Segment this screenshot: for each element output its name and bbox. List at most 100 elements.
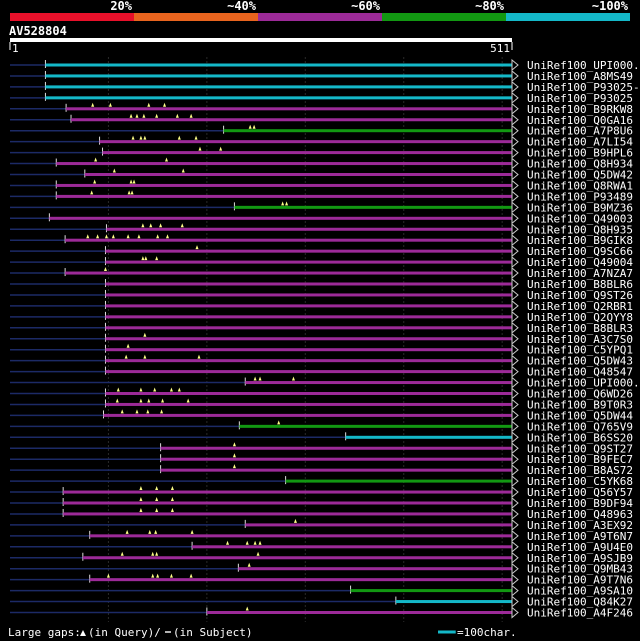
hit-row[interactable]: UniRef100_A3EX92 <box>10 518 633 532</box>
hit-row[interactable]: UniRef100_Q49004 <box>10 256 633 269</box>
hit-name-label[interactable]: UniRef100_A9T7N6 <box>527 574 633 587</box>
hit-row[interactable]: UniRef100_B9DF94 <box>10 496 633 510</box>
hit-row[interactable]: UniRef100_Q765V9 <box>10 420 633 433</box>
hit-row[interactable]: UniRef100_C5YK68 <box>10 475 633 488</box>
hit-name-label[interactable]: UniRef100_Q9SC66 <box>527 245 633 258</box>
hit-name-label[interactable]: UniRef100_B9T0R3 <box>527 398 633 411</box>
hit-row[interactable]: UniRef100_B8AS72 <box>10 464 633 477</box>
hit-name-label[interactable]: UniRef100_Q9ST26 <box>527 289 633 302</box>
hit-name-label[interactable]: UniRef100_A7P8U6 <box>527 125 633 138</box>
hit-name-label[interactable]: UniRef100_A3EX92 <box>527 519 633 532</box>
hit-name-label[interactable]: UniRef100_B8AS72 <box>527 464 633 477</box>
hit-name-label[interactable]: UniRef100_Q8H935 <box>527 223 633 236</box>
hit-name-label[interactable]: UniRef100_A3C7S0 <box>527 333 633 346</box>
hit-name-label[interactable]: UniRef100_B9FEC7 <box>527 453 633 466</box>
hit-row[interactable]: UniRef100_UPI000.. <box>10 58 640 72</box>
hit-name-label[interactable]: UniRef100_B9HPL6 <box>527 147 633 160</box>
hit-row[interactable]: UniRef100_A7P8U6 <box>10 124 633 138</box>
hit-name-label[interactable]: UniRef100_Q56Y57 <box>527 486 633 499</box>
hit-row[interactable]: UniRef100_P93489 <box>10 190 633 203</box>
hit-row[interactable]: UniRef100_A9SJB9 <box>10 551 633 565</box>
hit-name-label[interactable]: UniRef100_A9SA10 <box>527 585 633 598</box>
hit-name-label[interactable]: UniRef100_B9RKW8 <box>527 103 633 116</box>
hit-row[interactable]: UniRef100_Q48547 <box>10 365 633 379</box>
hit-row[interactable]: UniRef100_Q2RBR1 <box>10 299 633 313</box>
hit-row[interactable]: UniRef100_Q0GA16 <box>10 113 633 127</box>
hit-row[interactable]: UniRef100_Q56Y57 <box>10 485 633 499</box>
hit-name-label[interactable]: UniRef100_C5YK68 <box>527 475 633 488</box>
hit-name-label[interactable]: UniRef100_Q9MB43 <box>527 563 633 576</box>
hit-name-label[interactable]: UniRef100_UPI000.. <box>527 377 640 390</box>
hit-row[interactable]: UniRef100_A9T6N7 <box>10 529 633 543</box>
hit-name-label[interactable]: UniRef100_P93025 <box>527 92 633 105</box>
hit-name-label[interactable]: UniRef100_A9T6N7 <box>527 530 633 543</box>
hit-row[interactable]: UniRef100_Q84K27 <box>10 595 633 609</box>
hit-name-label[interactable]: UniRef100_P93025-2 <box>527 81 640 94</box>
hit-row[interactable]: UniRef100_Q9MB43 <box>10 562 633 576</box>
hit-name-label[interactable]: UniRef100_B8BLR3 <box>527 322 633 335</box>
hit-name-label[interactable]: UniRef100_A9U4E0 <box>527 541 633 554</box>
hit-name-label[interactable]: UniRef100_A7NZA7 <box>527 267 633 280</box>
hit-row[interactable]: UniRef100_B9HPL6 <box>10 146 633 160</box>
hit-row[interactable]: UniRef100_Q8H934 <box>10 157 633 171</box>
hit-row[interactable]: UniRef100_Q49003 <box>10 212 633 225</box>
hit-name-label[interactable]: UniRef100_Q9ST27 <box>527 442 633 455</box>
hit-name-label[interactable]: UniRef100_P93489 <box>527 190 633 203</box>
hit-name-label[interactable]: UniRef100_A7LI54 <box>527 136 633 149</box>
hit-row[interactable]: UniRef100_Q5DW44 <box>10 409 633 422</box>
hit-name-label[interactable]: UniRef100_Q48963 <box>527 508 633 521</box>
hit-name-label[interactable]: UniRef100_B9GIK8 <box>527 234 633 247</box>
hit-row[interactable]: UniRef100_Q9ST26 <box>10 288 633 302</box>
hit-row[interactable]: UniRef100_A8MS49 <box>10 69 633 83</box>
hit-name-label[interactable]: UniRef100_A8MS49 <box>527 70 633 83</box>
hit-name-label[interactable]: UniRef100_Q5DW42 <box>527 169 633 182</box>
hit-row[interactable]: UniRef100_Q5DW43 <box>10 354 633 368</box>
hit-name-label[interactable]: UniRef100_UPI000.. <box>527 59 640 72</box>
hit-row[interactable]: UniRef100_A4F246 <box>10 606 633 620</box>
hit-name-label[interactable]: UniRef100_A4F246 <box>527 607 633 620</box>
hit-name-label[interactable]: UniRef100_Q84K27 <box>527 596 633 609</box>
hit-row[interactable]: UniRef100_A9T7N6 <box>10 573 633 587</box>
hit-row[interactable]: UniRef100_Q8RWA1 <box>10 179 633 192</box>
hit-name-label[interactable]: UniRef100_Q2QYY8 <box>527 311 633 324</box>
hit-name-label[interactable]: UniRef100_B9MZ36 <box>527 201 633 214</box>
hit-name-label[interactable]: UniRef100_Q2RBR1 <box>527 300 633 313</box>
hit-name-label[interactable]: UniRef100_Q8RWA1 <box>527 179 633 192</box>
hit-row[interactable]: UniRef100_Q2QYY8 <box>10 310 633 324</box>
hit-name-label[interactable]: UniRef100_B6SS20 <box>527 431 633 444</box>
hit-name-label[interactable]: UniRef100_Q765V9 <box>527 420 633 433</box>
hit-name-label[interactable]: UniRef100_Q49004 <box>527 256 633 269</box>
hit-row[interactable]: UniRef100_Q8H935 <box>10 223 633 236</box>
hit-row[interactable]: UniRef100_B9MZ36 <box>10 201 633 214</box>
hit-row[interactable]: UniRef100_A3C7S0 <box>10 332 633 346</box>
hit-row[interactable]: UniRef100_P93025-2 <box>10 80 640 94</box>
hit-name-label[interactable]: UniRef100_Q5DW44 <box>527 409 633 422</box>
hit-name-label[interactable]: UniRef100_C5YPQ1 <box>527 344 633 357</box>
hit-row[interactable]: UniRef100_C5YPQ1 <box>10 343 633 357</box>
hit-name-label[interactable]: UniRef100_Q5DW43 <box>527 355 633 368</box>
hit-name-label[interactable]: UniRef100_B9DF94 <box>527 497 633 510</box>
hit-row[interactable]: UniRef100_A9U4E0 <box>10 540 633 554</box>
hit-name-label[interactable]: UniRef100_Q8H934 <box>527 158 633 171</box>
hit-row[interactable]: UniRef100_A7NZA7 <box>10 266 633 280</box>
hit-name-label[interactable]: UniRef100_A9SJB9 <box>527 552 633 565</box>
hit-row[interactable]: UniRef100_B8BLR6 <box>10 277 633 291</box>
hit-row[interactable]: UniRef100_P93025 <box>10 91 633 105</box>
hit-row[interactable]: UniRef100_B6SS20 <box>10 431 633 444</box>
hit-name-label[interactable]: UniRef100_Q48547 <box>527 366 633 379</box>
hit-name-label[interactable]: UniRef100_B8BLR6 <box>527 278 633 291</box>
hit-row[interactable]: UniRef100_Q48963 <box>10 507 633 521</box>
hit-row[interactable]: UniRef100_UPI000.. <box>10 376 640 390</box>
hit-row[interactable]: UniRef100_B9GIK8 <box>10 234 633 247</box>
hit-row[interactable]: UniRef100_Q9SC66 <box>10 245 633 258</box>
hit-name-label[interactable]: UniRef100_Q6WD26 <box>527 388 633 401</box>
hit-row[interactable]: UniRef100_B9T0R3 <box>10 398 633 411</box>
hit-row[interactable]: UniRef100_Q5DW42 <box>10 168 633 182</box>
hit-row[interactable]: UniRef100_A9SA10 <box>10 584 633 598</box>
hit-row[interactable]: UniRef100_Q6WD26 <box>10 387 633 401</box>
hit-name-label[interactable]: UniRef100_Q0GA16 <box>527 114 633 127</box>
hit-row[interactable]: UniRef100_B9FEC7 <box>10 453 633 466</box>
hit-name-label[interactable]: UniRef100_Q49003 <box>527 212 633 225</box>
hit-row[interactable]: UniRef100_B8BLR3 <box>10 321 633 335</box>
hit-row[interactable]: UniRef100_A7LI54 <box>10 135 633 149</box>
